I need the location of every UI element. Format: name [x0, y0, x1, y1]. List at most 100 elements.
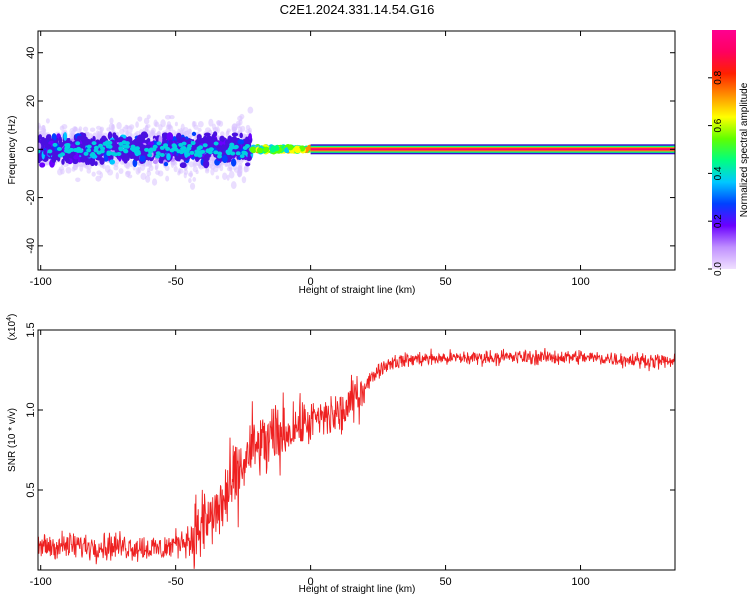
spectrogram-halo-blob: [165, 128, 171, 134]
spectrogram-panel: -100 -50 0 50 100 -40 -20 0 20 40 Height of strai…: [7, 30, 676, 296]
spectrogram-halo-blob: [218, 120, 224, 127]
spectrogram-highlight: [144, 147, 150, 152]
spectrogram-halo-blob: [197, 120, 204, 128]
spectrogram-halo-blob: [73, 126, 79, 132]
spectrogram-highlight: [235, 151, 241, 156]
spectrogram-highlight: [176, 149, 182, 154]
spectrogram-highlight: [60, 152, 66, 157]
spectrogram-transition-blob: [294, 147, 301, 154]
spectrogram-halo-blob: [115, 172, 119, 180]
spectrogram-halo-blob: [170, 160, 175, 168]
spectrogram-ticks: -100 -50 0 50 100 -40 -20 0 20 40: [25, 31, 675, 288]
spectrogram-blob: [219, 135, 225, 143]
spectrogram-highlight: [205, 149, 211, 154]
colorbar: 0.0 0.2 0.4 0.6 0.8 Normalized spectral ampl…: [708, 30, 750, 276]
spectrogram-halo-blob: [140, 172, 147, 180]
spectrogram-blob: [222, 154, 228, 164]
spectrogram-halo-blob: [109, 117, 114, 125]
spectrogram-halo-blob: [247, 106, 254, 114]
spectrogram-highlight: [229, 142, 235, 147]
spectrogram-transition-blob: [270, 145, 277, 152]
spectrogram-halo-blob: [165, 175, 170, 182]
spectrogram-highlight: [155, 154, 161, 159]
spectrogram-blob: [94, 161, 98, 166]
spectrogram-highlight: [244, 144, 250, 149]
spectrogram-halo-blob: [225, 130, 229, 138]
spectrogram-highlight: [230, 151, 236, 156]
spectrogram-blob: [237, 139, 245, 145]
spectrogram-blob: [65, 157, 70, 164]
spectrogram-halo-blob: [237, 169, 241, 178]
spectrogram-halo-blob: [86, 168, 92, 174]
spectrogram-blob: [73, 154, 80, 160]
snr-y-tick-label: 0.5: [25, 482, 37, 497]
spectrogram-halo-blob: [158, 124, 163, 131]
spectrogram-y-tick-label: 0: [25, 146, 37, 152]
spectrogram-blob: [82, 139, 86, 148]
spectrogram-halo-blob: [208, 163, 213, 169]
colorbar-tick-label: 0.2: [713, 214, 724, 228]
snr-y-tick-label: 1.0: [25, 402, 37, 417]
spectrogram-y-tick-label: 40: [25, 47, 37, 59]
spectrogram-blob: [48, 134, 52, 141]
spectrogram-highlight: [147, 153, 153, 158]
spectrogram-highlight: [156, 141, 162, 146]
snr-x-label: Height of straight line (km): [299, 584, 416, 595]
spectrogram-halo-blob: [144, 125, 149, 132]
spectrogram-transition-blob: [263, 146, 270, 153]
spectrogram-halo-blob: [197, 127, 202, 132]
spectrogram-highlight: [38, 149, 41, 154]
spectrogram-x-tick-label: -100: [30, 276, 52, 288]
spectrogram-halo-blob: [173, 165, 178, 173]
spectrogram-halo-blob: [228, 170, 235, 179]
spectrogram-blob: [139, 155, 146, 162]
spectrogram-highlight: [68, 147, 74, 152]
spectrogram-highlight: [107, 144, 113, 149]
spectrogram-halo-blob: [106, 127, 111, 132]
spectrogram-halo-blob: [245, 129, 251, 134]
spectrogram-halo-blob: [125, 125, 129, 130]
spectrogram-transition-blob: [287, 144, 294, 151]
snr-panel: -100 -50 0 50 100 0.5 1.0 1.5 Height of straigh…: [6, 314, 676, 595]
spectrogram-highlight: [148, 149, 154, 154]
spectrogram-halo-blob: [212, 127, 219, 133]
colorbar-tick-label: 0.6: [713, 118, 724, 132]
spectrogram-halo-blob: [95, 175, 102, 182]
snr-multiplier-close: ): [7, 314, 18, 317]
spectrogram-halo-blob: [45, 118, 50, 124]
spectrogram-blob: [221, 145, 227, 150]
colorbar-tick-label: 0.8: [713, 70, 724, 84]
spectrogram-highlight: [130, 144, 136, 149]
snr-multiplier-exp: 4: [6, 317, 13, 321]
snr-y-tick-label: 1.5: [25, 322, 37, 337]
colorbar-tick-label: 0.0: [713, 262, 724, 276]
spectrogram-halo-blob: [241, 176, 247, 184]
spectrogram-blob: [230, 158, 237, 167]
spectrogram-halo-blob: [231, 123, 238, 131]
spectrogram-highlight: [75, 148, 81, 153]
spectrogram-halo-blob: [154, 121, 160, 128]
spectrogram-halo-blob: [58, 166, 65, 171]
spectrogram-highlight: [155, 151, 161, 156]
spectrogram-highlight: [196, 146, 202, 151]
spectrogram-blob: [38, 134, 43, 140]
spectrogram-blob: [58, 136, 63, 145]
spectrogram-halo-blob: [208, 118, 214, 127]
spectrogram-blob: [89, 159, 96, 167]
spectrogram-transition-blob: [249, 146, 256, 153]
spectrogram-halo-blob: [164, 114, 171, 120]
spectrogram-blob: [163, 161, 169, 167]
spectrogram-highlight: [189, 150, 195, 155]
spectrogram-blob: [137, 134, 144, 142]
spectrogram-halo-blob: [178, 168, 184, 174]
snr-series-line: [38, 347, 675, 569]
snr-multiplier: (x104): [6, 314, 18, 341]
spectrogram-highlight: [86, 144, 92, 149]
spectrogram-highlight: [152, 144, 158, 149]
spectrogram-halo-blob: [116, 122, 122, 130]
spectrogram-blob: [61, 158, 65, 165]
spectrogram-blob: [231, 132, 239, 137]
spectrogram-blob: [146, 137, 151, 143]
spectrogram-highlight: [216, 154, 222, 159]
